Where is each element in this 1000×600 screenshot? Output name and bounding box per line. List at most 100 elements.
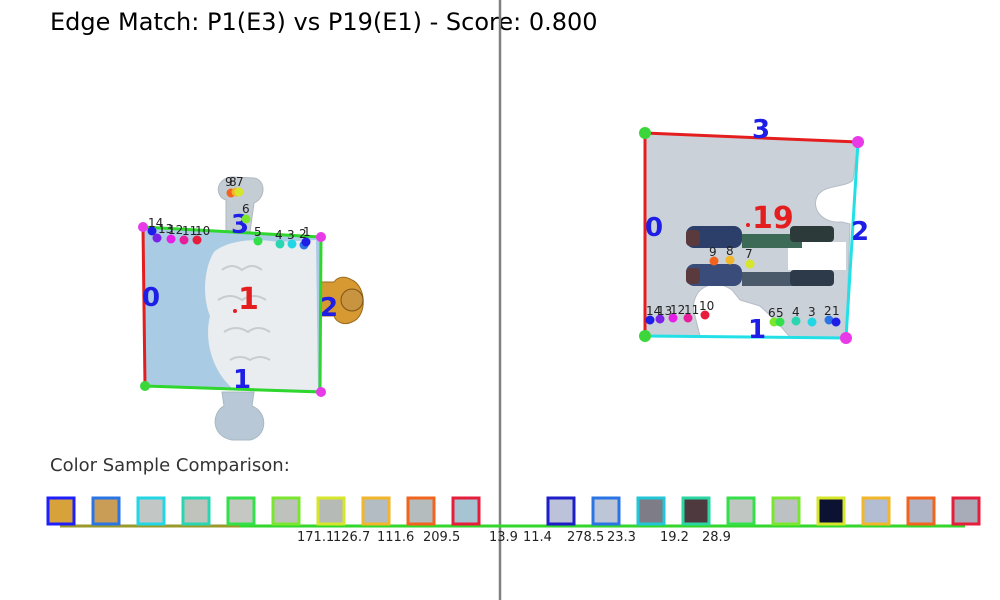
point-label: 10	[195, 224, 210, 238]
color-comparison-label: Color Sample Comparison:	[50, 455, 290, 476]
color-swatch	[591, 496, 621, 526]
distance-value: 278.5	[567, 530, 604, 545]
piece-left-edge-2	[318, 236, 323, 393]
piece-left-corner	[138, 222, 148, 232]
piece-left-edge-1	[144, 384, 322, 394]
point-label: 12	[168, 223, 183, 237]
color-swatch	[361, 496, 391, 526]
color-swatch	[906, 496, 936, 526]
sample-point	[775, 317, 785, 327]
color-swatch	[681, 496, 711, 526]
piece-left: 0 1 2 3 1 14 13 12 11	[138, 175, 364, 441]
color-swatch	[726, 496, 756, 526]
distance-value: 19.2	[660, 530, 689, 545]
sample-point	[709, 256, 719, 266]
distance-value: 171.1	[297, 530, 334, 545]
sample-point	[745, 259, 755, 269]
piece-right-id: 19	[752, 201, 794, 236]
point-label: 11	[182, 224, 197, 238]
point-label: 4	[792, 305, 800, 319]
piece-right-edge-label-2: 2	[851, 217, 869, 247]
piece-right-sample-points	[645, 255, 841, 327]
swatch-row-left	[46, 496, 481, 526]
color-swatch	[546, 496, 576, 526]
sample-point	[179, 235, 189, 245]
piece-right: 0 1 2 3 19 14 13 12 11 10	[639, 115, 869, 345]
color-swatch	[636, 496, 666, 526]
color-swatch	[951, 496, 981, 526]
sample-point	[166, 234, 176, 244]
point-label: 12	[670, 303, 685, 317]
piece-right-corner	[840, 332, 852, 344]
color-swatch	[136, 496, 166, 526]
piece-left-corner	[316, 387, 326, 397]
point-label: 13	[657, 304, 672, 318]
color-swatch	[316, 496, 346, 526]
point-label: 8	[229, 175, 237, 189]
piece-right-edge-label-1: 1	[748, 315, 766, 345]
piece-right-point-labels: 14 13 12 11 10 9 8 7 6 5 4 3 2 1	[646, 244, 840, 320]
piece-right-edge-label-0: 0	[645, 213, 663, 243]
point-label: 7	[745, 247, 753, 261]
point-label: 2	[824, 304, 832, 318]
sample-point	[683, 313, 693, 323]
sample-point	[253, 236, 263, 246]
point-label: 3	[808, 305, 816, 319]
distance-value: 209.5	[423, 530, 460, 545]
point-label: 10	[699, 299, 714, 313]
color-swatch	[406, 496, 436, 526]
sample-point	[152, 233, 162, 243]
sample-point	[725, 255, 735, 265]
point-label: 7	[236, 175, 244, 189]
point-label: 5	[254, 225, 262, 239]
piece-left-cloud	[205, 240, 318, 390]
sample-point	[275, 239, 285, 249]
sample-point	[147, 226, 157, 236]
distance-value: 28.9	[702, 530, 731, 545]
piece-left-sample-points	[147, 187, 311, 250]
distance-value: 126.7	[333, 530, 370, 545]
sample-point	[241, 214, 251, 224]
piece-left-knob-detail	[340, 288, 364, 312]
point-label: 6	[768, 306, 776, 320]
piece-right-edge-label-3: 3	[752, 115, 770, 145]
color-swatch	[861, 496, 891, 526]
sample-point	[831, 317, 841, 327]
sample-point	[791, 316, 801, 326]
distance-value: 111.6	[377, 530, 414, 545]
piece-left-id: 1	[238, 282, 259, 317]
point-label: 5	[776, 306, 784, 320]
piece-right-cutout	[788, 242, 846, 270]
piece-left-center-dot	[233, 309, 237, 313]
match-title: Edge Match: P1(E3) vs P19(E1) - Score: 0…	[50, 8, 598, 36]
sample-point	[192, 235, 202, 245]
piece-left-edge-label-1: 1	[233, 365, 251, 395]
point-label: 1	[832, 304, 840, 318]
piece-left-cloud-texture	[217, 265, 271, 362]
piece-right-center-dot	[746, 223, 750, 227]
point-label: 3	[287, 228, 295, 242]
piece-right-corner	[639, 127, 651, 139]
color-swatch	[46, 496, 76, 526]
point-label: 8	[726, 244, 734, 258]
color-swatch	[771, 496, 801, 526]
sample-point	[700, 310, 710, 320]
point-label: 9	[709, 245, 717, 259]
piece-left-edge-label-2: 2	[320, 293, 338, 323]
piece-right-figure-legs	[686, 226, 834, 286]
piece-left-edge-0	[141, 226, 147, 387]
point-label: 1	[303, 225, 311, 239]
color-swatch	[91, 496, 121, 526]
point-label: 14	[148, 216, 163, 230]
color-swatch	[226, 496, 256, 526]
piece-right-corner	[852, 136, 864, 148]
piece-right-edge-2	[844, 141, 860, 339]
sample-point	[234, 187, 244, 197]
point-label: 6	[242, 202, 250, 216]
sample-point	[655, 314, 665, 324]
color-swatch	[451, 496, 481, 526]
distance-values: 171.1 126.7 111.6 209.5 13.9 11.4 278.5 …	[297, 530, 731, 545]
sample-point	[668, 313, 678, 323]
color-swatch	[271, 496, 301, 526]
